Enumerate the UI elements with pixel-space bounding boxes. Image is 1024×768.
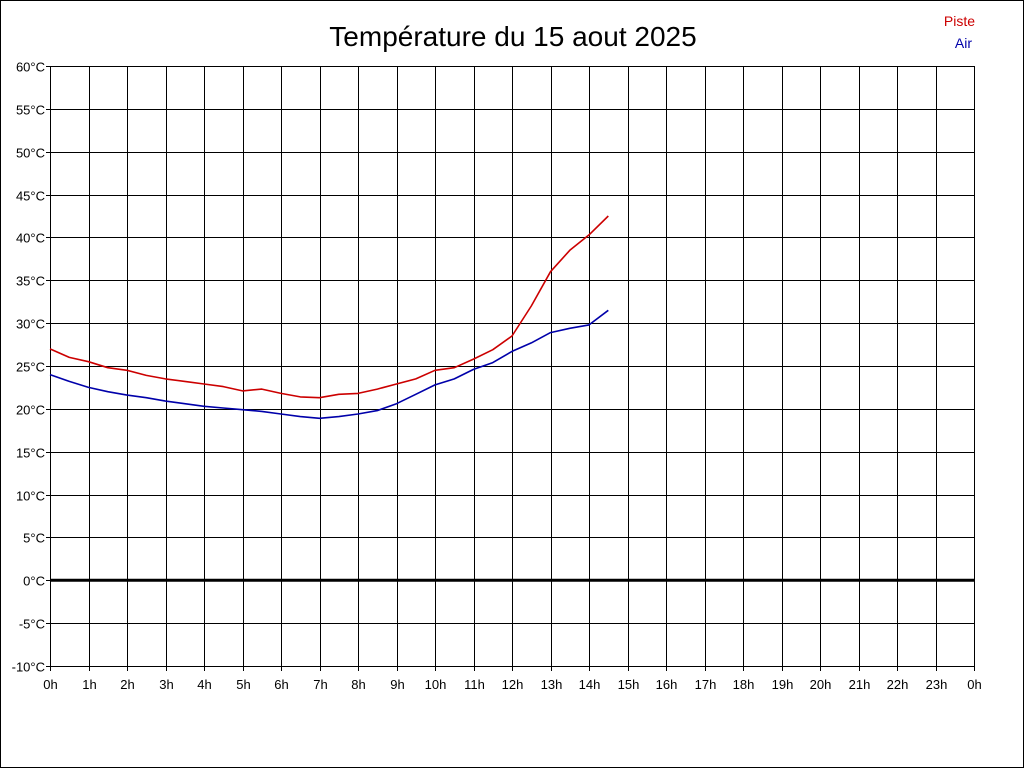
axes: 0h 1h 2h 3h 4h 5h 6h 7h 8h 9h 10h 11h 12h 13h 14h 15h 16… bbox=[12, 60, 982, 693]
x-tick-label: 17h bbox=[695, 677, 717, 692]
x-tick-label: 15h bbox=[618, 677, 640, 692]
x-tick-label: 3h bbox=[159, 677, 173, 692]
x-tick-label: 2h bbox=[120, 677, 134, 692]
x-tick-label: 13h bbox=[541, 677, 563, 692]
series-line-air bbox=[49, 309, 609, 420]
y-tick-label: 10°C bbox=[16, 489, 45, 504]
x-tick-label: 6h bbox=[274, 677, 288, 692]
x-tick-label: 8h bbox=[351, 677, 365, 692]
series-lines bbox=[49, 215, 609, 420]
x-tick-label: 4h bbox=[197, 677, 211, 692]
x-tick-label: 9h bbox=[390, 677, 404, 692]
x-tick-label: 10h bbox=[425, 677, 447, 692]
y-tick-label: 60°C bbox=[16, 60, 45, 75]
y-tick-label: 15°C bbox=[16, 446, 45, 461]
x-tick-label: 1h bbox=[82, 677, 96, 692]
y-tick-label: 5°C bbox=[23, 531, 45, 546]
x-tick-label: 16h bbox=[656, 677, 678, 692]
x-tick-label: 22h bbox=[887, 677, 909, 692]
x-tick-label: 20h bbox=[810, 677, 832, 692]
series-line-piste bbox=[49, 215, 609, 399]
x-tick-label: 18h bbox=[733, 677, 755, 692]
legend-entry-piste: Piste bbox=[944, 13, 975, 29]
x-tick-label: 0h bbox=[967, 677, 981, 692]
y-tick-label: 20°C bbox=[16, 403, 45, 418]
chart-title: Température du 15 aout 2025 bbox=[329, 21, 696, 52]
x-tick-label: 5h bbox=[236, 677, 250, 692]
y-tick-label: 50°C bbox=[16, 146, 45, 161]
grid bbox=[46, 66, 975, 671]
x-tick-label: 0h bbox=[43, 677, 57, 692]
y-tick-label: 45°C bbox=[16, 189, 45, 204]
y-tick-label: 40°C bbox=[16, 231, 45, 246]
y-tick-label: -5°C bbox=[19, 617, 45, 632]
x-tick-label: 23h bbox=[926, 677, 948, 692]
y-tick-label: -10°C bbox=[12, 660, 45, 675]
legend-entry-air: Air bbox=[955, 35, 972, 51]
x-tick-label: 14h bbox=[579, 677, 601, 692]
x-tick-label: 11h bbox=[464, 677, 485, 692]
x-tick-label: 12h bbox=[502, 677, 524, 692]
y-tick-label: 30°C bbox=[16, 317, 45, 332]
y-tick-label: 25°C bbox=[16, 360, 45, 375]
x-tick-label: 21h bbox=[849, 677, 871, 692]
y-tick-label: 35°C bbox=[16, 274, 45, 289]
x-tick-label: 7h bbox=[313, 677, 327, 692]
x-tick-label: 19h bbox=[772, 677, 794, 692]
y-tick-label: 55°C bbox=[16, 103, 45, 118]
y-tick-label: 0°C bbox=[23, 574, 45, 589]
